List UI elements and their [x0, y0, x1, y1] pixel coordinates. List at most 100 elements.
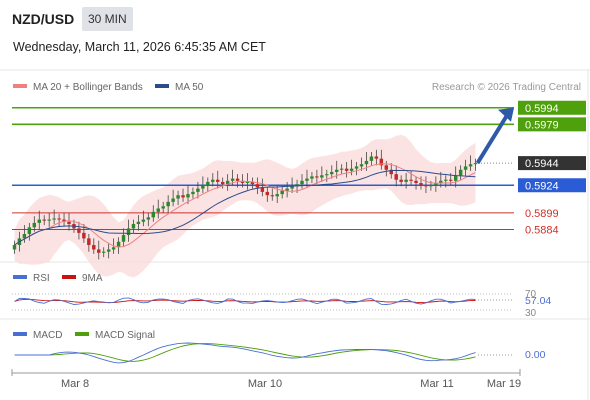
- macd-signal-legend-swatch: [75, 332, 89, 336]
- candle-body: [201, 185, 205, 189]
- x-label-mar10: Mar 10: [248, 378, 282, 390]
- candle-body: [156, 208, 160, 212]
- ma20-legend-swatch: [13, 84, 27, 88]
- macd-signal-legend-label: MACD Signal: [95, 330, 155, 341]
- credit-text: Research © 2026 Trading Central: [432, 82, 581, 93]
- candle-body: [146, 217, 151, 220]
- candle-body: [225, 180, 230, 185]
- rsi-value: 57.04: [525, 295, 551, 307]
- candle-body: [389, 169, 393, 175]
- resistance-label: 0.5979: [525, 119, 559, 131]
- candle-body: [245, 181, 250, 184]
- candle-body: [77, 228, 81, 233]
- chart-header: NZD/USD 30 MIN Wednesday, March 11, 2026…: [0, 0, 590, 70]
- macd-legend-label: MACD: [33, 330, 62, 341]
- candle-body: [52, 218, 56, 220]
- candle-body: [463, 166, 468, 170]
- candle-body: [364, 160, 369, 165]
- candle-body: [67, 221, 71, 224]
- candle-body: [230, 178, 235, 181]
- candle-body: [290, 186, 294, 189]
- candle-body: [235, 178, 240, 181]
- candle-body: [106, 249, 111, 252]
- candle-body: [270, 195, 275, 197]
- candle-body: [339, 168, 344, 170]
- candle-body: [300, 180, 304, 185]
- bollinger-bands: [14, 134, 476, 278]
- x-label-mar11: Mar 11: [420, 378, 453, 390]
- candle-body: [344, 168, 349, 171]
- macd-legend-swatch: [13, 332, 27, 336]
- resistance-label-box: [518, 100, 586, 115]
- symbol-title: NZD/USD: [12, 11, 75, 27]
- candle-body: [404, 179, 408, 182]
- candle-body: [101, 251, 106, 253]
- candle-body: [57, 218, 61, 220]
- candle-body: [295, 184, 299, 187]
- level-labels: 0.5994 0.5979 0.5944 0.5924 0.5899 0.5884: [518, 100, 586, 237]
- macd-line: [14, 342, 476, 364]
- forecast-arrow: [475, 107, 514, 165]
- candle-body: [211, 179, 215, 182]
- rsi-ma-legend-swatch: [62, 275, 76, 279]
- candle-body: [136, 221, 141, 224]
- pivot-label: 0.5924: [525, 180, 559, 192]
- candle-body: [305, 178, 309, 181]
- candle-body: [409, 179, 413, 181]
- candle-body: [369, 156, 374, 161]
- candle-body: [151, 211, 156, 218]
- rsi-line: [14, 297, 476, 305]
- candle-body: [191, 191, 195, 195]
- candle-body: [37, 219, 42, 223]
- candle-body: [215, 179, 220, 182]
- candle-body: [444, 179, 448, 181]
- candle-body: [166, 201, 170, 207]
- candle-body: [374, 156, 379, 159]
- candle-body: [320, 175, 324, 178]
- candle-body: [141, 219, 146, 222]
- candle-body: [116, 241, 121, 248]
- datetime-label: Wednesday, March 11, 2026 6:45:35 AM CET: [13, 40, 266, 54]
- candle-body: [47, 219, 51, 221]
- moving-averages: [14, 163, 476, 248]
- candle-body: [330, 171, 334, 175]
- rsi-legend-label: RSI: [33, 273, 50, 284]
- candle-body: [111, 247, 116, 250]
- candle-body: [315, 176, 319, 178]
- price-legend: MA 20 + Bollinger Bands MA 50 Research ©…: [13, 82, 581, 93]
- candle-body: [384, 165, 389, 170]
- candles: [12, 149, 478, 260]
- rsi-ma-line: [14, 298, 476, 304]
- macd-legend: MACD MACD Signal: [13, 330, 155, 341]
- candle-body: [42, 219, 46, 221]
- candle-body: [92, 245, 96, 250]
- candle-body: [87, 238, 91, 246]
- candle-body: [399, 179, 403, 182]
- candle-body: [12, 245, 17, 250]
- candle-body: [250, 181, 255, 185]
- rsi-ma-legend-label: 9MA: [82, 273, 103, 284]
- candle-body: [260, 187, 265, 192]
- candle-body: [280, 190, 284, 195]
- candle-body: [325, 174, 329, 176]
- last-label-box: [518, 156, 586, 171]
- candle-body: [255, 184, 260, 188]
- rsi-legend: RSI 9MA: [13, 273, 103, 284]
- forecast-arrow-head: [498, 107, 514, 122]
- macd-lines: [14, 342, 476, 364]
- candle-body: [439, 180, 443, 184]
- candle-body: [453, 175, 458, 181]
- candle-body: [458, 169, 463, 176]
- timeframe-badge[interactable]: 30 MIN: [82, 7, 133, 31]
- ma50-line: [14, 169, 476, 246]
- rsi-legend-swatch: [13, 275, 27, 279]
- candle-body: [220, 181, 225, 185]
- candle-body: [131, 224, 136, 229]
- macd-value: 0.00: [525, 349, 546, 361]
- candle-body: [97, 249, 101, 253]
- candle-body: [429, 185, 433, 187]
- candle-body: [448, 179, 453, 181]
- level-lines: [12, 106, 514, 231]
- last-label: 0.5944: [525, 158, 559, 170]
